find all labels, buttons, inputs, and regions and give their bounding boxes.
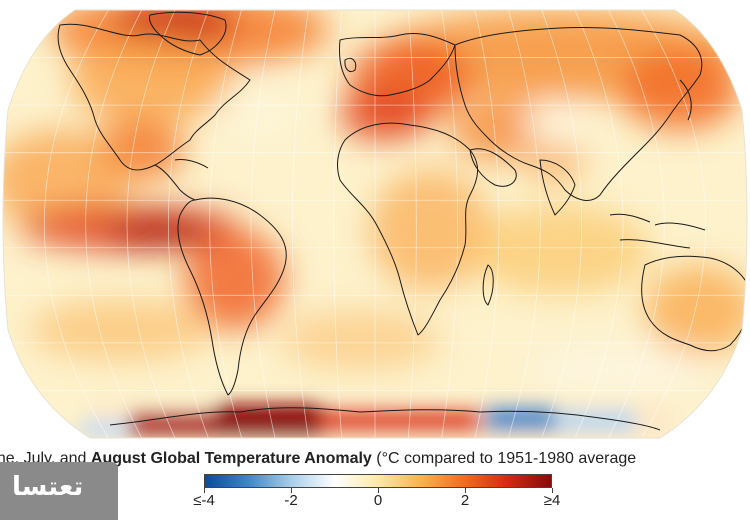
anomaly-south-pacific: [30, 300, 210, 360]
coastline-australia: [641, 255, 747, 352]
temperature-anomaly-map: [2, 9, 748, 439]
legend-tick-label: ≥4: [543, 492, 561, 509]
coastline-japan: [679, 79, 692, 121]
anomaly-east-asia: [620, 50, 740, 130]
legend-tick-mark: [203, 488, 205, 493]
graticule-meridian: [126, 10, 176, 438]
legend-color-bar: [204, 474, 552, 488]
legend-tick-mark: [464, 488, 466, 493]
coastline-south-america: [177, 197, 287, 396]
legend-tick-mark: [290, 488, 292, 493]
graticule-meridian: [43, 10, 109, 438]
antarctica-cool-east: [485, 406, 555, 432]
map-outline: [2, 9, 748, 439]
coastline-asia: [454, 26, 703, 201]
graticule-meridian: [474, 10, 500, 438]
map-svg: [2, 9, 748, 439]
graticule-meridian: [209, 10, 243, 438]
anomaly-el-nino-core: [105, 218, 215, 246]
coastline-africa: [337, 122, 478, 336]
legend-tick-mark: [377, 488, 379, 493]
anomaly-north-atlantic-cool: [220, 90, 300, 140]
caption-title: August Global Temperature Anomaly: [90, 450, 372, 467]
legend-tick-label: 0: [373, 492, 383, 509]
antarctica-cool-far-east: [555, 410, 635, 432]
graticule-meridian: [167, 10, 209, 438]
coastline-antarctica: [109, 407, 661, 431]
graticule-meridian: [333, 10, 343, 438]
anomaly-greenland-core: [115, 10, 235, 44]
antarctica-hot-center: [215, 404, 325, 438]
anomaly-africa: [370, 170, 490, 290]
antarctica-cool-west: [80, 420, 130, 438]
anomaly-australia: [645, 265, 747, 355]
anomaly-central-asia-cool: [525, 105, 585, 145]
watermark-logo: تعتسا: [0, 462, 118, 520]
coastline-indonesia: [609, 213, 706, 249]
graticule: [3, 10, 747, 438]
coastline-arabia: [469, 148, 517, 187]
graticule-meridian: [250, 10, 276, 438]
map-projection: [3, 10, 747, 438]
legend-tick-label: -2: [284, 492, 298, 509]
anomaly-south-atlantic: [280, 310, 440, 370]
anomaly-south-america: [185, 230, 285, 330]
graticule-meridian: [507, 10, 541, 438]
anomaly-antarctica: [80, 404, 670, 438]
antarctica-warm-east: [320, 408, 480, 434]
logo-text: تعتسا: [12, 472, 84, 502]
coastlines: [57, 11, 747, 431]
coastline-uk: [344, 57, 357, 73]
anomaly-north-africa: [340, 90, 430, 140]
coastline-greenland: [149, 11, 227, 56]
anomaly-north-america: [70, 35, 230, 125]
coastline-cuba: [174, 159, 209, 169]
coastline-central-america: [154, 164, 196, 201]
coastline-india: [539, 159, 576, 216]
anomaly-indian-ocean: [470, 205, 650, 295]
graticule-meridian: [85, 10, 143, 438]
graticule-meridian: [574, 10, 624, 438]
anomaly-south-ocean-cool: [530, 345, 710, 395]
graticule-meridian: [441, 10, 459, 438]
anomaly-india: [525, 138, 585, 182]
anomaly-pacific-west: [3, 130, 130, 230]
caption-suffix: (°C compared to 1951-1980 average: [371, 450, 637, 467]
graticule-meridian: [607, 10, 665, 438]
graticule-meridian: [407, 10, 417, 438]
legend-tick-label: ≤-4: [193, 492, 215, 509]
legend-tick-label: 2: [460, 492, 470, 509]
color-legend: ≤-4 -2 0 2 ≥4: [193, 474, 560, 514]
anomaly-middle-east: [450, 100, 550, 160]
coastline-europe: [339, 32, 456, 97]
graticule-meridian: [641, 10, 707, 438]
legend-tick-mark: [551, 488, 553, 493]
coastline-madagascar: [482, 264, 494, 306]
coastline-north-america: [57, 23, 251, 171]
graticule-meridian: [541, 10, 583, 438]
graticule-meridian: [291, 10, 309, 438]
